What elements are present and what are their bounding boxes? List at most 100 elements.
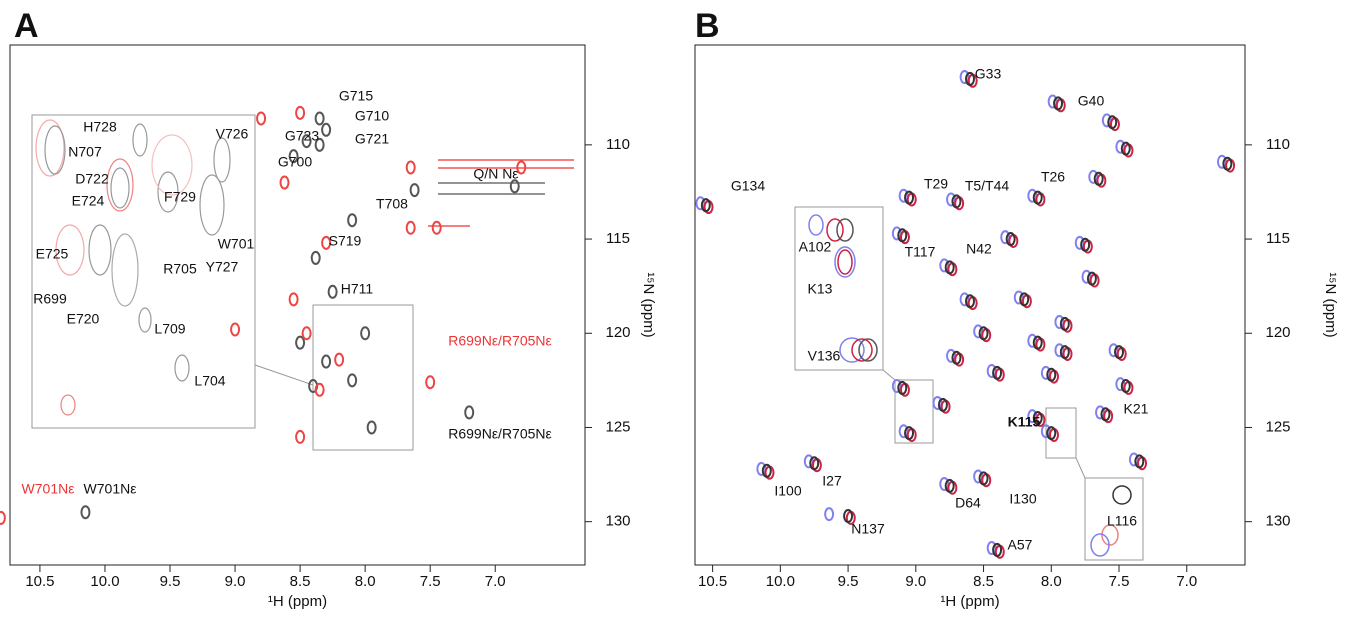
peak: [992, 365, 1003, 380]
peak: [959, 70, 970, 85]
peak: [1120, 379, 1131, 394]
peak: [295, 335, 306, 350]
peak: [1080, 237, 1091, 252]
peak-label: T708: [376, 196, 408, 212]
peak: [1120, 141, 1131, 156]
inset-box: [312, 304, 414, 451]
peak: [295, 429, 306, 444]
peak: [973, 324, 984, 339]
y-tick-label: 115: [606, 230, 630, 247]
inset-box: [31, 114, 256, 429]
x-tick-label: 10.0: [90, 573, 119, 590]
peak: [1040, 365, 1051, 380]
peak-label: K21: [1124, 401, 1149, 417]
x-axis-title: ¹H (ppm): [940, 593, 999, 610]
peak: [80, 505, 91, 520]
peak: [1093, 171, 1104, 186]
peak-label: V136: [808, 348, 841, 364]
peak: [1054, 314, 1065, 329]
peak: [1046, 426, 1057, 441]
x-tick-label: 8.0: [1041, 573, 1062, 590]
y-tick-label: 125: [1265, 418, 1290, 435]
peak: [347, 213, 358, 228]
peak-label: A102: [799, 239, 832, 255]
peak-label: N42: [966, 241, 992, 257]
peak: [347, 373, 358, 388]
peak: [1047, 94, 1058, 109]
panel-letter: A: [14, 7, 39, 45]
peak: [1032, 335, 1043, 350]
peak-label: A57: [1008, 537, 1033, 553]
peak: [978, 471, 989, 486]
peak-label: K115: [1008, 414, 1041, 430]
peak: [314, 382, 325, 397]
x-tick-label: 9.5: [838, 573, 859, 590]
peak: [1222, 156, 1233, 171]
peak: [843, 509, 854, 524]
peak-label: R705: [163, 261, 197, 277]
inset-connector: [254, 364, 314, 386]
q-n-pairs: [428, 159, 574, 227]
peak-label: N137: [851, 521, 885, 537]
y-tick-label: 130: [605, 513, 630, 530]
x-tick-label: 7.5: [420, 573, 441, 590]
x-tick-label: 8.0: [355, 573, 376, 590]
peak: [824, 507, 835, 522]
peak: [314, 111, 325, 126]
peak: [978, 326, 989, 341]
peak-label: G723: [285, 128, 319, 144]
peak: [1059, 316, 1070, 331]
peak-label: E720: [67, 311, 100, 327]
peak-label: D64: [955, 495, 981, 511]
peak-label: Q/N Nε: [473, 166, 518, 182]
peak: [1032, 190, 1043, 205]
peak-label: I27: [822, 473, 842, 489]
panel-a-frame: [9, 44, 586, 566]
inset-box: [1045, 407, 1077, 459]
peak: [1115, 377, 1126, 392]
peak: [761, 463, 772, 478]
peak-label: N707: [68, 144, 102, 160]
peak: [700, 198, 711, 213]
y-tick-label: 120: [1265, 324, 1290, 341]
peak: [0, 510, 6, 525]
peak: [1101, 113, 1112, 128]
y-tick-label: 110: [606, 136, 630, 153]
inset-box: [1084, 477, 1144, 561]
peak: [904, 190, 915, 205]
peak-label: S719: [329, 233, 362, 249]
peak-label: T26: [1041, 169, 1065, 185]
peak: [321, 122, 332, 137]
peak: [803, 454, 814, 469]
x-tick-label: 10.5: [698, 573, 727, 590]
y-tick-label: 125: [605, 418, 630, 435]
peak: [256, 111, 267, 126]
x-tick-label: 9.0: [905, 573, 926, 590]
peak: [809, 456, 820, 471]
y-axis-title: ¹⁵N (ppm): [640, 272, 657, 337]
peak: [756, 461, 767, 476]
peak: [1027, 188, 1038, 203]
peak: [230, 322, 241, 337]
peak-label: G134: [731, 178, 765, 194]
peak: [321, 235, 332, 250]
peak-label: W701Nε: [22, 481, 75, 497]
peak: [946, 192, 957, 207]
x-tick-label: 9.0: [225, 573, 246, 590]
x-tick-label: 7.0: [1176, 573, 1197, 590]
peak: [1027, 333, 1038, 348]
peak: [360, 326, 371, 341]
peak-label: E724: [72, 193, 105, 209]
x-tick-label: 8.5: [290, 573, 311, 590]
peak-label: V726: [216, 126, 249, 142]
peak-label: G715: [339, 88, 373, 104]
peak: [965, 71, 975, 86]
inset-box: [894, 379, 934, 444]
peak-label: R699: [33, 291, 67, 307]
peak: [937, 397, 948, 412]
peak-label: H728: [83, 119, 117, 135]
y-tick-label: 115: [1266, 230, 1290, 247]
peak: [516, 160, 527, 175]
peak: [1108, 343, 1119, 358]
